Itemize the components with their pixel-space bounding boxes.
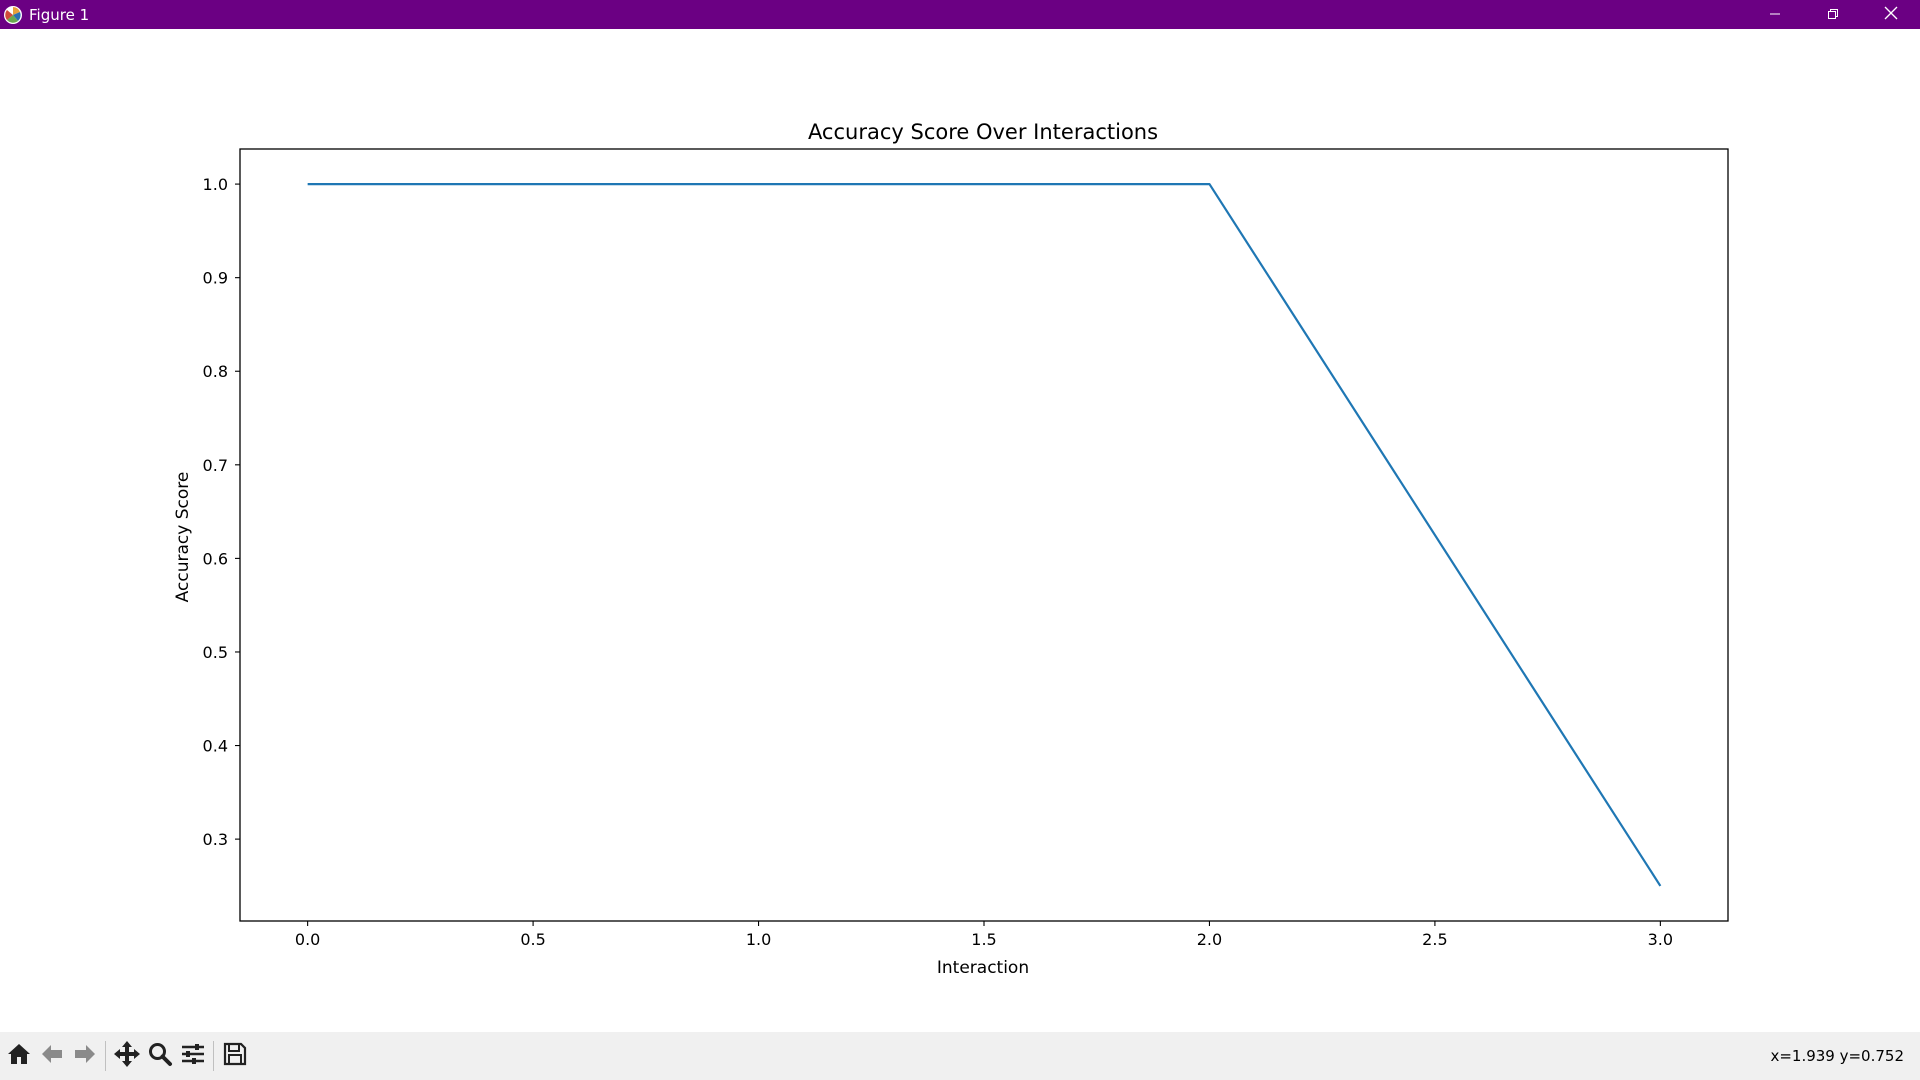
y-tick-label: 0.5	[203, 643, 228, 662]
arrow-left-icon	[39, 1041, 65, 1071]
restore-button[interactable]	[1804, 0, 1862, 29]
toolbar-separator	[105, 1041, 106, 1071]
configure-subplots-button[interactable]	[176, 1038, 209, 1074]
cursor-coordinates: x=1.939 y=0.752	[1770, 1047, 1904, 1065]
chart-title: Accuracy Score Over Interactions	[808, 120, 1158, 144]
navigation-toolbar: x=1.939 y=0.752	[0, 1032, 1920, 1080]
axes-frame	[239, 148, 1729, 922]
zoom-button[interactable]	[143, 1038, 176, 1074]
x-tick-label: 2.0	[1197, 930, 1222, 949]
x-tick-label: 2.5	[1422, 930, 1447, 949]
x-tick-label: 1.5	[971, 930, 996, 949]
floppy-disk-icon	[222, 1041, 248, 1071]
y-axis-label: Accuracy Score	[173, 472, 193, 603]
axes: 0.0 0.5 1.0 1.5 2.0 2.5 3.0 0.3 0.4 0.5 0.6 0.7 0.8 0…	[203, 148, 1729, 949]
series-line-0	[307, 182, 1662, 887]
y-tick-label: 0.4	[203, 737, 228, 756]
line-chart: Accuracy Score Over Interactions 0.0 0.5 1…	[173, 120, 1729, 978]
toolbar-separator	[213, 1041, 214, 1071]
window-controls	[1746, 0, 1920, 29]
close-icon	[1884, 5, 1898, 24]
minimize-icon	[1769, 5, 1781, 24]
save-button[interactable]	[218, 1038, 251, 1074]
pan-button[interactable]	[110, 1038, 143, 1074]
x-axis-label: Interaction	[937, 958, 1029, 978]
close-button[interactable]	[1862, 0, 1920, 29]
y-tick-label: 0.3	[203, 830, 228, 849]
magnifier-icon	[147, 1041, 173, 1071]
minimize-button[interactable]	[1746, 0, 1804, 29]
figure-canvas[interactable]: Accuracy Score Over Interactions 0.0 0.5 1…	[0, 29, 1920, 1032]
back-button[interactable]	[35, 1038, 68, 1074]
x-tick-label: 0.0	[295, 930, 320, 949]
x-tick-label: 0.5	[520, 930, 545, 949]
y-tick-label: 0.9	[203, 269, 228, 288]
y-tick-label: 0.8	[203, 362, 228, 381]
restore-icon	[1827, 5, 1839, 24]
matplotlib-icon	[3, 5, 23, 25]
home-button[interactable]	[2, 1038, 35, 1074]
move-icon	[113, 1040, 141, 1072]
arrow-right-icon	[72, 1041, 98, 1071]
y-tick-label: 0.7	[203, 456, 228, 475]
sliders-icon	[180, 1041, 206, 1071]
y-tick-label: 1.0	[203, 175, 228, 194]
window-title: Figure 1	[29, 5, 90, 24]
title-bar: Figure 1	[0, 0, 1920, 29]
x-tick-label: 1.0	[746, 930, 771, 949]
x-tick-label: 3.0	[1648, 930, 1673, 949]
y-tick-label: 0.6	[203, 549, 228, 568]
home-icon	[6, 1041, 32, 1071]
forward-button[interactable]	[68, 1038, 101, 1074]
